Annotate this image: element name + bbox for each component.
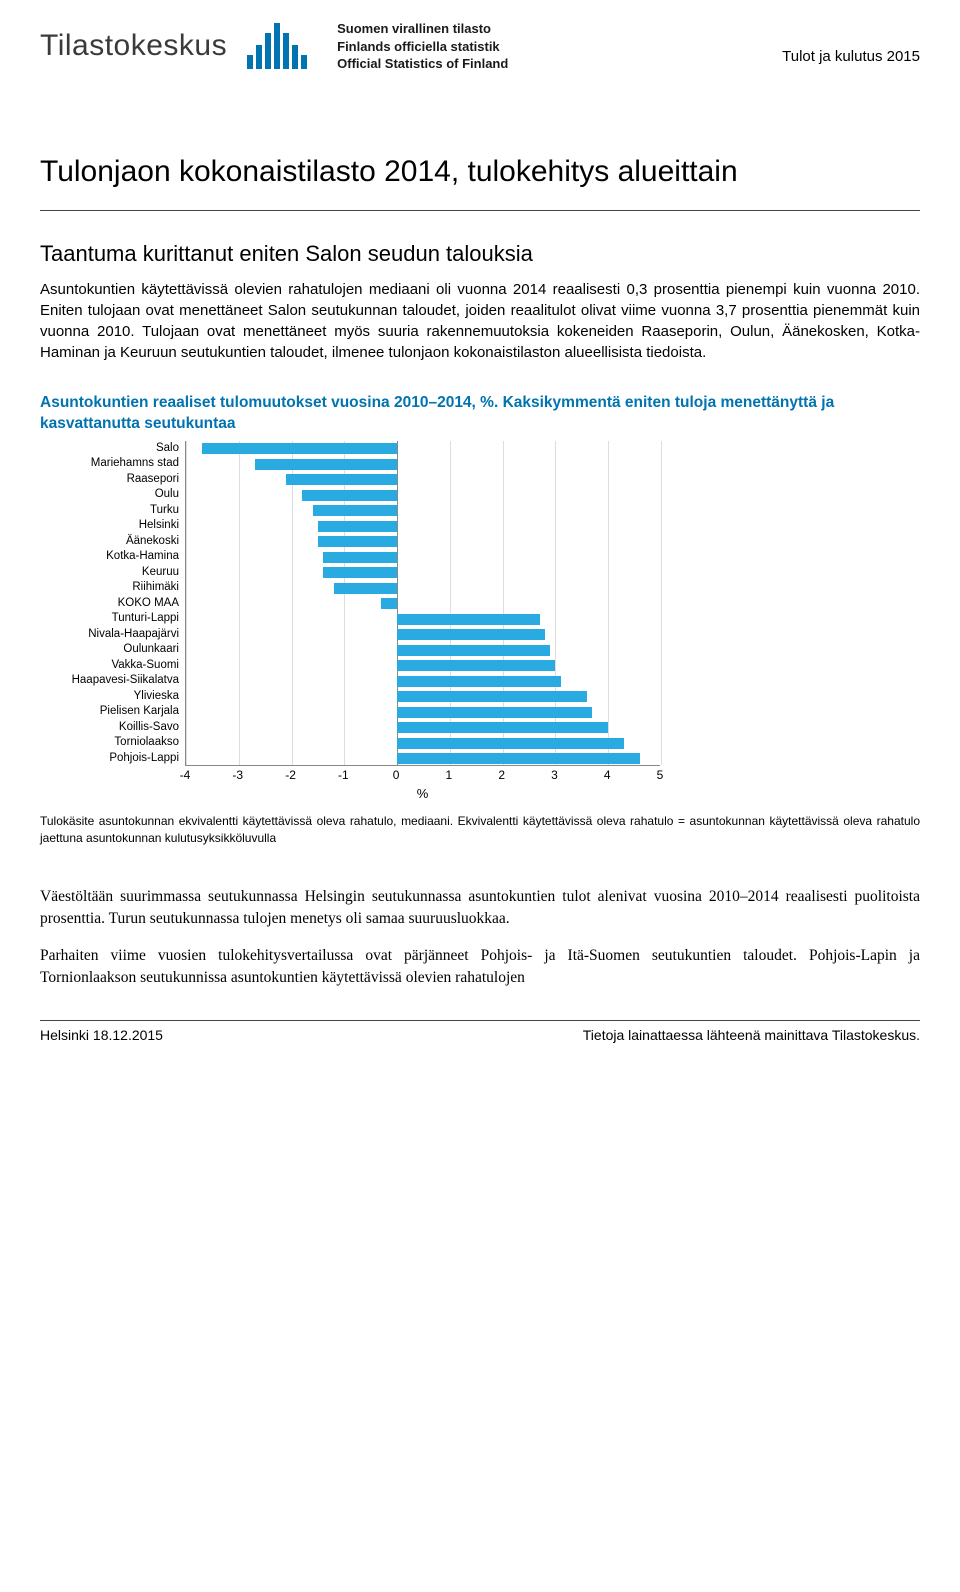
chart-caption: Tulokäsite asuntokunnan ekvivalentti käy…: [40, 813, 920, 845]
chart-category-label: Riihimäki: [40, 580, 179, 596]
chart-bar: [334, 583, 397, 594]
chart-bar: [323, 567, 397, 578]
chart-category-label: Äänekoski: [40, 534, 179, 550]
chart-category-label: Nivala-Haapajärvi: [40, 627, 179, 643]
chart-bar: [397, 660, 555, 671]
paragraph: Asuntokuntien käytettävissä olevien raha…: [40, 279, 920, 363]
official-line: Suomen virallinen tilasto: [337, 20, 508, 38]
header-left: Tilastokeskus Suomen virallinen tilasto …: [40, 20, 508, 73]
bar-chart: SaloMariehamns stadRaaseporiOuluTurkuHel…: [40, 441, 660, 767]
official-line: Finlands officiella statistik: [337, 38, 508, 56]
chart-bar: [323, 552, 397, 563]
chart-bar: [318, 521, 397, 532]
chart-category-label: Raasepori: [40, 472, 179, 488]
subheading: Taantuma kurittanut eniten Salon seudun …: [40, 241, 920, 267]
chart-bar: [397, 707, 592, 718]
body-paragraph: Parhaiten viime vuosien tulokehitysverta…: [40, 945, 920, 990]
chart-x-label: %: [185, 786, 660, 801]
chart-title: Asuntokuntien reaaliset tulomuutokset vu…: [40, 393, 920, 435]
chart-category-label: Kotka-Hamina: [40, 549, 179, 565]
body-paragraph: Väestöltään suurimmassa seutukunnassa He…: [40, 886, 920, 931]
chart-bar: [397, 645, 550, 656]
page-title: Tulonjaon kokonaistilasto 2014, tulokehi…: [40, 153, 920, 191]
chart-category-label: Pohjois-Lappi: [40, 751, 179, 767]
header-category: Tulot ja kulutus 2015: [782, 48, 920, 65]
chart-category-label: Mariehamns stad: [40, 456, 179, 472]
chart-bar: [397, 691, 587, 702]
chart-container: SaloMariehamns stadRaaseporiOuluTurkuHel…: [40, 441, 660, 802]
chart-category-label: Ylivieska: [40, 689, 179, 705]
chart-category-label: Koillis-Savo: [40, 720, 179, 736]
chart-bar: [397, 738, 624, 749]
chart-y-labels: SaloMariehamns stadRaaseporiOuluTurkuHel…: [40, 441, 185, 767]
chart-category-label: Turku: [40, 503, 179, 519]
chart-bar: [381, 598, 397, 609]
chart-category-label: Oulu: [40, 487, 179, 503]
chart-bar: [202, 443, 397, 454]
page-footer: Helsinki 18.12.2015 Tietoja lainattaessa…: [40, 1020, 920, 1043]
chart-category-label: KOKO MAA: [40, 596, 179, 612]
chart-x-axis: -4-3-2-1012345: [185, 766, 660, 784]
chart-category-label: Helsinki: [40, 518, 179, 534]
chart-bar: [397, 753, 640, 764]
divider: [40, 210, 920, 211]
page-header: Tilastokeskus Suomen virallinen tilasto …: [40, 20, 920, 73]
official-line: Official Statistics of Finland: [337, 55, 508, 73]
chart-bar: [397, 629, 545, 640]
logo-bars-icon: [247, 23, 307, 69]
chart-bar: [286, 474, 397, 485]
chart-bar: [313, 505, 397, 516]
chart-bar: [397, 722, 608, 733]
chart-bar: [397, 614, 540, 625]
footer-left: Helsinki 18.12.2015: [40, 1027, 163, 1043]
official-stats-block: Suomen virallinen tilasto Finlands offic…: [337, 20, 508, 73]
chart-category-label: Keuruu: [40, 565, 179, 581]
chart-bar: [318, 536, 397, 547]
chart-bar: [302, 490, 397, 501]
chart-category-label: Vakka-Suomi: [40, 658, 179, 674]
chart-category-label: Torniolaakso: [40, 735, 179, 751]
logo-text: Tilastokeskus: [40, 29, 227, 63]
chart-category-label: Salo: [40, 441, 179, 457]
footer-right: Tietoja lainattaessa lähteenä mainittava…: [583, 1027, 920, 1043]
chart-category-label: Haapavesi-Siikalatva: [40, 673, 179, 689]
chart-category-label: Pielisen Karjala: [40, 704, 179, 720]
chart-bar: [397, 676, 561, 687]
chart-category-label: Oulunkaari: [40, 642, 179, 658]
chart-bar: [255, 459, 398, 470]
chart-category-label: Tunturi-Lappi: [40, 611, 179, 627]
chart-plot-area: [185, 441, 660, 767]
